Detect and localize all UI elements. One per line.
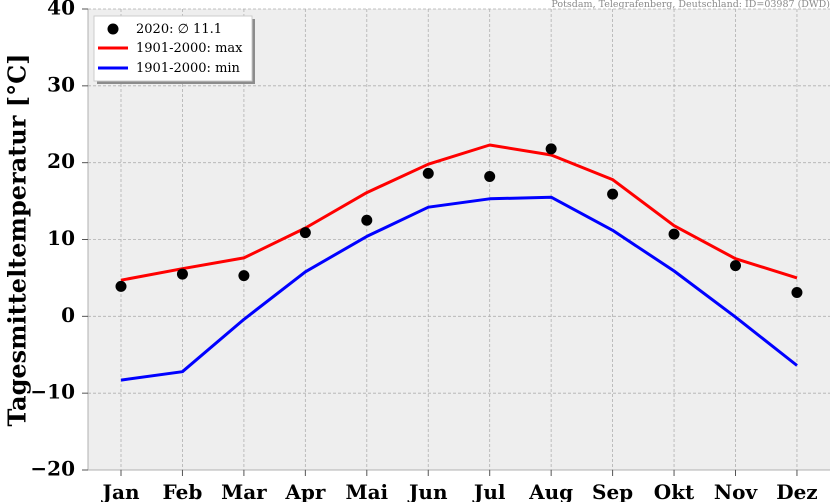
x-tick-label: Feb — [163, 480, 203, 502]
x-tick-label: Mar — [221, 480, 267, 502]
y-tick-label: 0 — [61, 303, 75, 327]
data-point — [176, 268, 188, 280]
y-tick-label: −10 — [30, 380, 75, 404]
x-tick-label: Jul — [472, 480, 506, 502]
y-tick-label: −20 — [30, 457, 75, 481]
x-ticks: Jan Feb Mar Apr Mai Jun Jul Aug Sep Okt Nov Dez — [101, 470, 818, 502]
data-point — [668, 228, 680, 240]
data-point — [730, 260, 741, 272]
series-line-2 — [120, 195, 798, 382]
data-point — [238, 270, 250, 282]
y-tick-label: 20 — [47, 149, 75, 173]
y-tick-label: 10 — [47, 226, 75, 250]
y-tick-label: 40 — [47, 0, 75, 20]
legend: 2020: ∅ 11.1 1901-2000: max 1901-2000: m… — [93, 15, 255, 84]
series-lines — [120, 143, 798, 382]
x-tick-label: Nov — [714, 480, 759, 502]
x-tick-label: Dez — [776, 480, 817, 502]
y-tick-label: 30 — [47, 72, 75, 96]
series-points — [115, 143, 803, 299]
x-tick-label: Mai — [345, 480, 388, 502]
legend-entry-min: 1901-2000: min — [136, 61, 241, 76]
data-point — [422, 167, 434, 179]
x-tick-label: Sep — [592, 480, 633, 502]
data-point — [607, 188, 619, 200]
data-point — [361, 214, 373, 226]
x-tick-label: Jun — [407, 480, 448, 502]
data-point — [299, 227, 311, 239]
data-point — [791, 287, 803, 299]
data-point — [545, 143, 557, 155]
x-tick-label: Okt — [654, 480, 695, 502]
x-tick-label: Apr — [284, 480, 326, 502]
legend-entry-2020: 2020: ∅ 11.1 — [136, 22, 222, 37]
y-axis-label: Tagesmitteltemperatur [°C] — [3, 53, 32, 426]
series-line-1 — [120, 143, 798, 282]
legend-entry-max: 1901-2000: max — [136, 41, 243, 56]
x-tick-label: Aug — [528, 480, 573, 502]
x-tick-label: Jan — [101, 480, 140, 502]
legend-marker-2020 — [107, 23, 119, 35]
data-point — [484, 170, 496, 182]
y-ticks: −20 −10 0 10 20 30 40 — [30, 0, 88, 481]
source-note: Potsdam, Telegrafenberg, Deutschland: ID… — [551, 0, 830, 10]
data-point — [115, 280, 127, 292]
